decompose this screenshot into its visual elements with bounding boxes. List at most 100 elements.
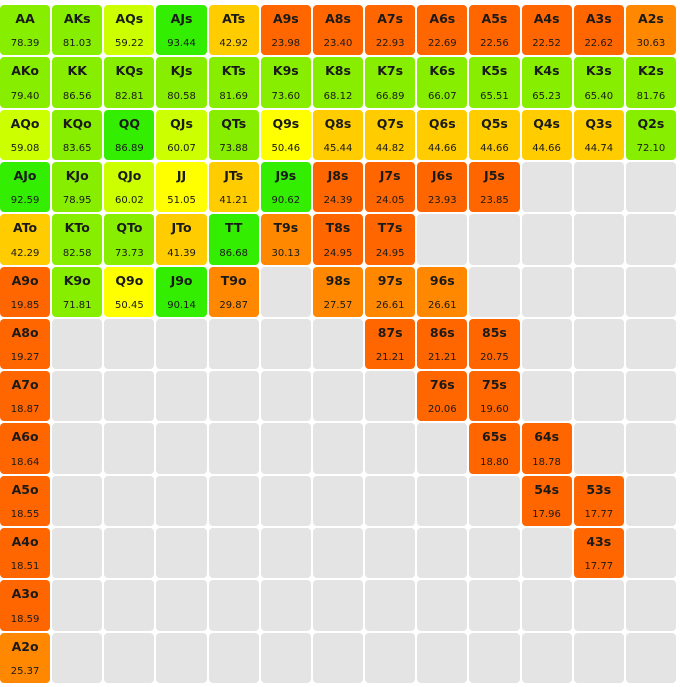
hand-value: 23.40 (323, 38, 353, 50)
hand-cell[interactable]: K5s 65.51 (469, 57, 520, 108)
hand-cell[interactable]: T9s 30.13 (260, 214, 311, 265)
hand-cell[interactable]: QQ 86.89 (104, 109, 155, 160)
hand-label: QJo (117, 167, 142, 183)
hand-cell[interactable]: A4o 18.51 (0, 528, 51, 579)
hand-cell[interactable]: 64s 18.78 (521, 423, 572, 474)
hand-cell[interactable]: Q5s 44.66 (469, 109, 520, 160)
hand-value: 22.52 (532, 38, 561, 50)
hand-cell[interactable]: T8s 24.95 (312, 214, 364, 265)
hand-cell[interactable]: J9o 90.14 (156, 266, 207, 317)
hand-cell[interactable]: AQs 59.22 (104, 5, 155, 56)
hand-cell[interactable]: K3s 65.40 (573, 57, 624, 108)
hand-cell[interactable]: J7s 24.05 (365, 161, 416, 213)
hand-cell[interactable]: A6s 22.69 (417, 5, 468, 56)
hand-cell[interactable]: A3o 18.59 (0, 580, 51, 631)
hand-cell[interactable]: Q4s 44.66 (521, 109, 572, 160)
hand-cell[interactable]: T7s 24.95 (365, 214, 416, 265)
hand-cell[interactable]: T9o 29.87 (208, 266, 259, 317)
hand-cell[interactable]: A7s 22.93 (365, 5, 416, 56)
hand-cell[interactable]: KTo 82.58 (52, 214, 103, 265)
hand-cell[interactable]: 96s 26.61 (417, 266, 468, 317)
hand-cell[interactable]: Q2s 72.10 (625, 109, 676, 160)
hand-cell[interactable]: ATs 42.92 (208, 5, 259, 56)
hand-cell[interactable]: KTs 81.69 (208, 57, 259, 108)
hand-value: 30.63 (636, 38, 666, 50)
empty-cell (521, 161, 572, 213)
hand-cell[interactable]: 98s 27.57 (312, 266, 364, 317)
hand-cell[interactable]: A5s 22.56 (469, 5, 520, 56)
hand-cell[interactable]: 87s 21.21 (365, 318, 416, 370)
hand-value: 24.95 (323, 247, 353, 259)
hand-cell[interactable]: AJs 93.44 (156, 5, 207, 56)
hand-label: KTs (221, 63, 246, 79)
hand-cell[interactable]: 85s 20.75 (469, 318, 520, 370)
hand-value: 29.87 (219, 299, 248, 311)
hand-cell[interactable]: 65s 18.80 (469, 423, 520, 474)
hand-cell[interactable]: 76s 20.06 (417, 371, 468, 422)
hand-cell[interactable]: K4s 65.23 (521, 57, 572, 108)
hand-label: K6s (429, 63, 456, 79)
hand-value: 45.44 (323, 142, 353, 154)
hand-cell[interactable]: AJo 92.59 (0, 161, 51, 213)
hand-cell[interactable]: 53s 17.77 (573, 475, 624, 527)
hand-cell[interactable]: A9o 19.85 (0, 266, 51, 317)
hand-cell[interactable]: A6o 18.64 (0, 423, 51, 474)
hand-cell[interactable]: J5s 23.85 (469, 161, 520, 213)
hand-label: J6s (431, 167, 453, 183)
hand-label: JTo (171, 220, 192, 236)
hand-cell[interactable]: KQo 83.65 (52, 109, 103, 160)
hand-cell[interactable]: JTo 41.39 (156, 214, 207, 265)
hand-cell[interactable]: Q3s 44.74 (573, 109, 624, 160)
hand-cell[interactable]: AQo 59.08 (0, 109, 51, 160)
hand-cell[interactable]: 43s 17.77 (573, 528, 624, 579)
hand-cell[interactable]: A8s 23.40 (312, 5, 364, 56)
hand-cell[interactable]: AA 78.39 (0, 5, 51, 56)
hand-cell[interactable]: KJo 78.95 (52, 161, 103, 213)
hand-cell[interactable]: QJs 60.07 (156, 109, 207, 160)
empty-cell (104, 528, 155, 579)
hand-cell[interactable]: Q9o 50.45 (104, 266, 155, 317)
hand-cell[interactable]: QTs 73.88 (208, 109, 259, 160)
hand-cell[interactable]: K2s 81.76 (625, 57, 676, 108)
hand-cell[interactable]: A8o 19.27 (0, 318, 51, 370)
hand-cell[interactable]: 75s 19.60 (469, 371, 520, 422)
hand-cell[interactable]: ATo 42.29 (0, 214, 51, 265)
empty-cell (156, 423, 207, 474)
hand-cell[interactable]: 54s 17.96 (521, 475, 572, 527)
hand-value: 82.81 (115, 90, 144, 102)
hand-cell[interactable]: A4s 22.52 (521, 5, 572, 56)
hand-cell[interactable]: K6s 66.07 (417, 57, 468, 108)
hand-cell[interactable]: A3s 22.62 (573, 5, 624, 56)
hand-cell[interactable]: JTs 41.21 (208, 161, 259, 213)
hand-cell[interactable]: TT 86.68 (208, 214, 259, 265)
hand-cell[interactable]: JJ 51.05 (156, 161, 207, 213)
hand-cell[interactable]: QTo 73.73 (104, 214, 155, 265)
hand-label: K9o (63, 272, 91, 288)
hand-cell[interactable]: A5o 18.55 (0, 475, 51, 527)
hand-cell[interactable]: A9s 23.98 (260, 5, 311, 56)
hand-cell[interactable]: J8s 24.39 (312, 161, 364, 213)
hand-cell[interactable]: QJo 60.02 (104, 161, 155, 213)
hand-cell[interactable]: Q9s 50.46 (260, 109, 311, 160)
hand-cell[interactable]: K9s 73.60 (260, 57, 311, 108)
hand-cell[interactable]: AKo 79.40 (0, 57, 51, 108)
hand-cell[interactable]: KK 86.56 (52, 57, 103, 108)
hand-cell[interactable]: AKs 81.03 (52, 5, 103, 56)
hand-cell[interactable]: A2s 30.63 (625, 5, 676, 56)
hand-cell[interactable]: KQs 82.81 (104, 57, 155, 108)
hand-cell[interactable]: K7s 66.89 (365, 57, 416, 108)
hand-cell[interactable]: K9o 71.81 (52, 266, 103, 317)
hand-cell[interactable]: K8s 68.12 (312, 57, 364, 108)
hand-value: 26.61 (427, 299, 457, 311)
hand-cell[interactable]: A2o 25.37 (0, 632, 51, 683)
hand-cell[interactable]: 86s 21.21 (417, 318, 468, 370)
hand-cell[interactable]: J9s 90.62 (260, 161, 311, 213)
empty-cell (208, 475, 259, 527)
hand-cell[interactable]: A7o 18.87 (0, 371, 51, 422)
hand-cell[interactable]: Q6s 44.66 (417, 109, 468, 160)
hand-cell[interactable]: Q7s 44.82 (365, 109, 416, 160)
hand-cell[interactable]: KJs 80.58 (156, 57, 207, 108)
hand-cell[interactable]: Q8s 45.44 (312, 109, 364, 160)
hand-cell[interactable]: 97s 26.61 (365, 266, 416, 317)
hand-cell[interactable]: J6s 23.93 (417, 161, 468, 213)
